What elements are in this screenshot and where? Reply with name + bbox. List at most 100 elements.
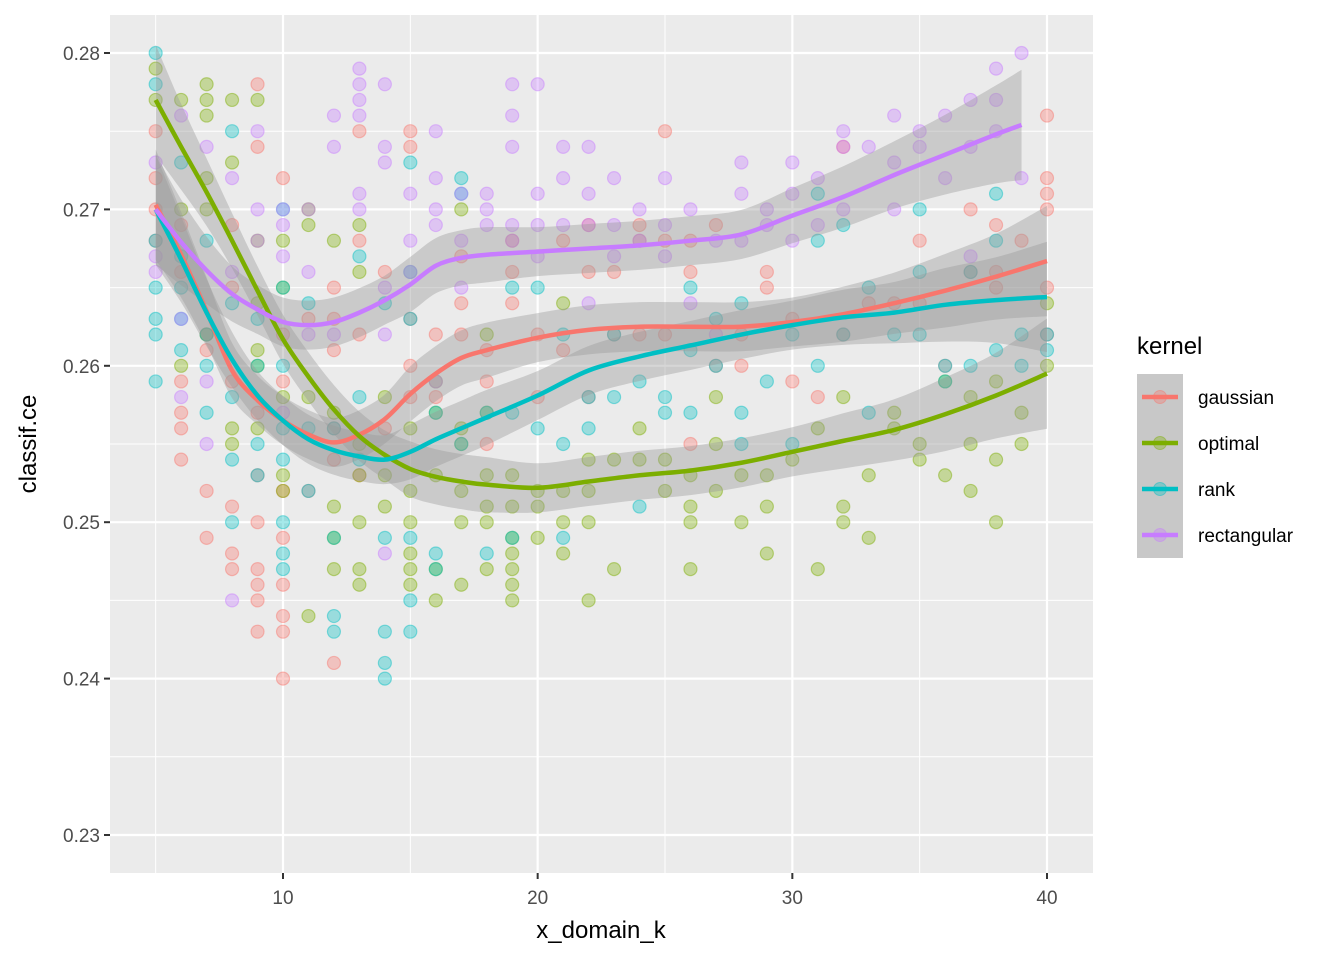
point-optimal [250,421,265,436]
point-rectangular [352,61,367,76]
point-rectangular [810,171,825,186]
point-rectangular [683,296,698,311]
point-optimal [861,468,876,483]
point-rectangular [938,108,953,123]
point-rank [581,421,596,436]
point-optimal [581,593,596,608]
point-gaussian [174,217,189,233]
point-rectangular [505,217,520,233]
point-gaussian [174,405,189,420]
confidence-ribbons [155,44,1047,513]
point-optimal [657,452,673,467]
point-gaussian [1039,108,1055,123]
point-rectangular [377,77,392,92]
point-rank [174,311,189,326]
point-rectangular [581,186,596,201]
point-gaussian [734,358,749,373]
point-optimal [174,92,189,108]
point-gaussian [785,374,800,389]
point-rectangular [454,280,469,295]
point-optimal [377,468,392,483]
point-rectangular [301,327,316,342]
point-gaussian [454,327,469,342]
point-rectangular [428,202,443,217]
point-rectangular [556,171,571,186]
point-rank [250,436,265,452]
point-rank [403,155,418,170]
point-optimal [174,358,189,373]
legend-title: kernel [1137,333,1202,360]
point-optimal [250,233,265,248]
x-tick-label: 20 [527,888,548,909]
point-rectangular [352,92,367,108]
point-rectangular [148,264,163,280]
point-rectangular [581,139,596,154]
point-optimal [708,436,724,452]
point-rank [377,530,392,545]
point-rank [734,405,749,420]
point-gaussian [810,389,825,405]
point-rank [530,421,545,436]
point-gaussian [454,296,469,311]
point-rank [454,436,469,452]
point-rectangular [454,186,469,201]
point-optimal [505,468,520,483]
y-tick-label: 0.26 [63,357,100,378]
point-optimal [199,92,214,108]
point-rectangular [224,593,240,608]
point-gaussian [836,139,851,154]
point-optimal [199,108,214,123]
point-rectangular [403,264,418,280]
point-rectangular [581,296,596,311]
point-rectangular [199,139,214,154]
point-gaussian [326,280,342,295]
point-rectangular [530,217,545,233]
point-rectangular [963,92,978,108]
legend-label-optimal: optimal [1198,434,1259,455]
point-optimal [505,593,520,608]
point-optimal [479,515,494,530]
point-rectangular [377,155,392,170]
legend-label-rectangular: rectangular [1198,526,1294,547]
point-rectangular [174,311,189,326]
point-rank [224,452,240,467]
point-optimal [275,233,291,248]
point-optimal [454,577,469,592]
point-rank [938,374,953,389]
point-optimal [759,468,774,483]
point-optimal [683,499,698,514]
point-optimal [403,577,418,592]
point-gaussian [275,530,291,545]
point-gaussian [683,436,698,452]
point-optimal [810,421,825,436]
point-gaussian [250,624,265,639]
point-gaussian [275,671,291,686]
point-gaussian [250,139,265,154]
ribbon-rectangular [155,69,1022,350]
y-tick-label: 0.28 [63,44,100,65]
point-rectangular [301,202,316,217]
point-rank [301,296,316,311]
point-optimal [505,530,520,545]
point-gaussian [174,374,189,389]
point-gaussian [988,280,1004,295]
point-optimal [734,468,749,483]
point-rectangular [224,264,240,280]
point-gaussian [708,217,724,233]
point-rank [861,280,876,295]
point-rectangular [836,124,851,139]
point-gaussian [275,171,291,186]
point-rank [861,405,876,420]
point-optimal [988,515,1004,530]
point-optimal [708,483,724,499]
point-rectangular [250,233,265,248]
point-optimal [606,562,622,577]
point-rectangular [887,202,902,217]
point-rank [683,280,698,295]
point-gaussian [199,343,214,358]
point-rectangular [938,171,953,186]
x-tick-label: 40 [1036,888,1057,909]
point-rectangular [912,139,927,154]
point-gaussian [352,233,367,248]
point-rectangular [250,124,265,139]
